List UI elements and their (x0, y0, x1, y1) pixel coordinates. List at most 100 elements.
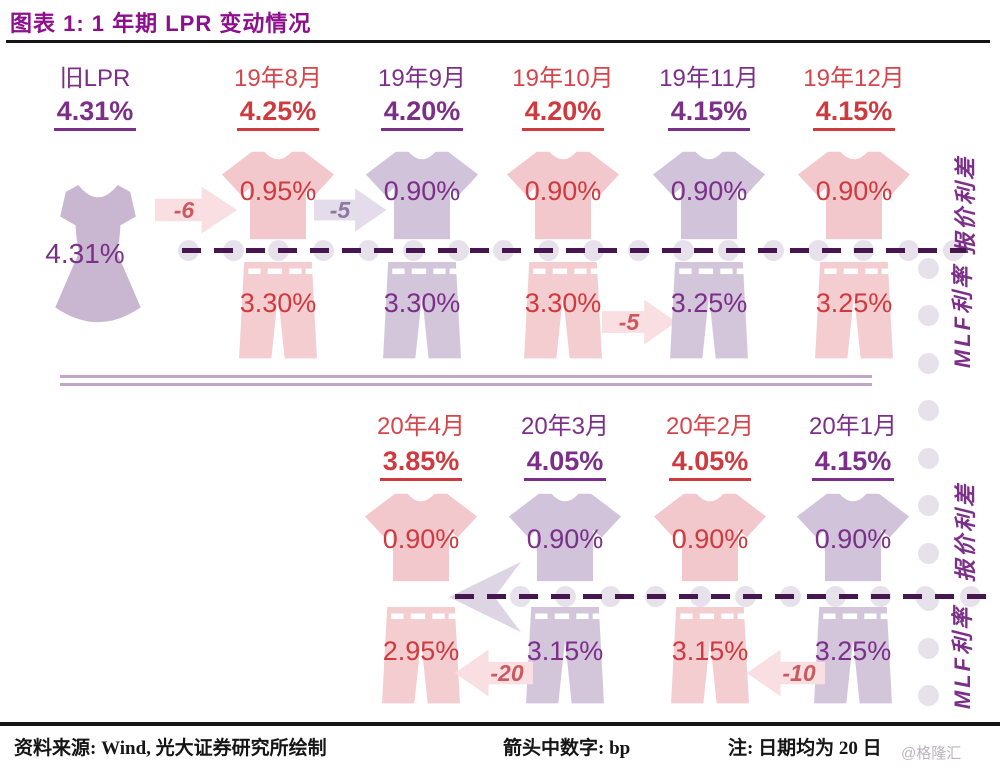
date-note: 注: 日期均为 20 日 (728, 738, 882, 759)
pants-icon (669, 607, 751, 709)
decrease-arrow-aug-to-sep (314, 186, 388, 234)
lpr-rate-wrap: 4.15% (629, 96, 789, 131)
lpr-rate-wrap: 4.25% (198, 96, 358, 131)
mlf-value: 3.25% (814, 636, 892, 666)
lpr-rate: 4.20% (521, 96, 605, 131)
source-note: 资料来源: Wind, 光大证券研究所绘制 (14, 738, 327, 759)
spread-value: 0.90% (671, 524, 749, 554)
decrease-arrow-old-to-aug (155, 184, 239, 236)
lpr-rate: 4.05% (523, 446, 607, 481)
tshirt-icon (796, 146, 912, 241)
spread-value: 0.90% (526, 524, 604, 554)
mlf-value: 3.25% (815, 288, 893, 318)
decrease-arrow-mlf-oct-to-nov (602, 297, 678, 347)
tshirt-icon (364, 146, 480, 241)
old-lpr-label: 旧LPR (59, 65, 131, 92)
dot-track-circle (917, 685, 939, 706)
side-label-mlf-2019: MLF利率 (950, 263, 975, 369)
spread-value: 0.90% (383, 176, 461, 206)
arrow-value: -20 (490, 660, 524, 686)
pants-icon (668, 262, 750, 364)
old-lpr-icon-value: 4.31% (45, 238, 125, 269)
side-label-spread-2019: 报价利差 (953, 155, 978, 256)
tshirt-icon (652, 488, 768, 583)
timeline-dash-2020 (455, 594, 987, 599)
decrease-arrow-mlf-mar-to-apr (453, 647, 533, 699)
spread-value: 0.90% (382, 524, 460, 554)
pants-icon (813, 262, 895, 364)
dot-track-circle (917, 637, 939, 659)
lpr-rate-wrap: 3.85% (341, 446, 501, 481)
arrow-value: -5 (329, 197, 351, 223)
mlf-value: 3.15% (526, 636, 604, 666)
month-label: 20年4月 (376, 413, 466, 440)
mlf-value: 3.15% (671, 636, 749, 666)
pants-icon (381, 262, 463, 364)
spread-value: 0.90% (670, 176, 748, 206)
page-title: 图表 1: 1 年期 LPR 变动情况 (10, 11, 312, 36)
tshirt-icon (795, 488, 911, 583)
lpr-rate-wrap: 4.20% (483, 96, 643, 131)
month-label: 19年9月 (377, 65, 467, 92)
month-label: 19年8月 (233, 65, 323, 92)
tshirt-icon (363, 488, 479, 583)
month-label: 20年1月 (808, 413, 898, 440)
arrow-value: -10 (782, 660, 816, 686)
tshirt-icon (220, 146, 336, 241)
spread-value: 0.90% (815, 176, 893, 206)
watermark: @格隆汇 (901, 745, 962, 762)
tshirt-icon (507, 488, 623, 583)
tshirt-icon (505, 146, 621, 241)
month-label: 20年2月 (665, 413, 755, 440)
side-label-spread-2020: 报价利差 (953, 482, 978, 583)
title-underline (6, 40, 990, 43)
mlf-value: 3.30% (524, 288, 602, 318)
dot-track-circle (917, 257, 939, 279)
month-label: 19年10月 (512, 65, 614, 92)
lpr-rate: 4.15% (812, 96, 896, 131)
month-label: 19年11月 (659, 65, 759, 92)
spread-value: 0.95% (239, 176, 317, 206)
timeline-dash-2019 (182, 248, 966, 253)
old-lpr-rate-wrap: 4.31% (15, 96, 175, 131)
dot-track-circle (917, 447, 939, 469)
lpr-rate-wrap: 4.15% (774, 96, 934, 131)
footer-rule (0, 722, 1000, 726)
spread-value: 0.90% (524, 176, 602, 206)
side-label-mlf-2020: MLF利率 (950, 604, 975, 710)
spread-value: 0.90% (814, 524, 892, 554)
mlf-value: 3.30% (239, 288, 317, 318)
dress-icon (42, 182, 154, 332)
lpr-rate: 3.85% (379, 446, 463, 481)
section-divider (60, 375, 872, 386)
arrow-value: -5 (618, 309, 640, 335)
pants-icon (524, 607, 606, 709)
pants-icon (522, 262, 604, 364)
month-label: 19年12月 (803, 65, 905, 92)
lpr-rate-wrap: 4.20% (342, 96, 502, 131)
arrow-value: -6 (173, 197, 195, 223)
pants-icon (237, 262, 319, 364)
mlf-value: 3.30% (383, 288, 461, 318)
lpr-rate: 4.25% (236, 96, 320, 131)
pants-icon (812, 607, 894, 709)
lpr-rate: 4.05% (668, 446, 752, 481)
dot-track-circle (917, 400, 939, 421)
tshirt-icon (651, 146, 767, 241)
lpr-rate-wrap: 4.05% (485, 446, 645, 481)
dot-track-circle (917, 305, 939, 326)
month-label: 20年3月 (520, 413, 610, 440)
dot-track-circle (917, 352, 939, 374)
mlf-value: 2.95% (382, 636, 460, 666)
lpr-rate-wrap: 4.15% (773, 446, 933, 481)
lpr-rate: 4.15% (667, 96, 751, 131)
lpr-rate: 4.20% (380, 96, 464, 131)
lpr-rate-wrap: 4.05% (630, 446, 790, 481)
pants-icon (380, 607, 462, 709)
mlf-value: 3.25% (670, 288, 748, 318)
decrease-arrow-mlf-jan-to-feb (745, 647, 825, 699)
arrow-unit-note: 箭头中数字: bp (503, 738, 631, 759)
lpr-rate: 4.15% (811, 446, 895, 481)
dot-track-circle (917, 542, 939, 564)
